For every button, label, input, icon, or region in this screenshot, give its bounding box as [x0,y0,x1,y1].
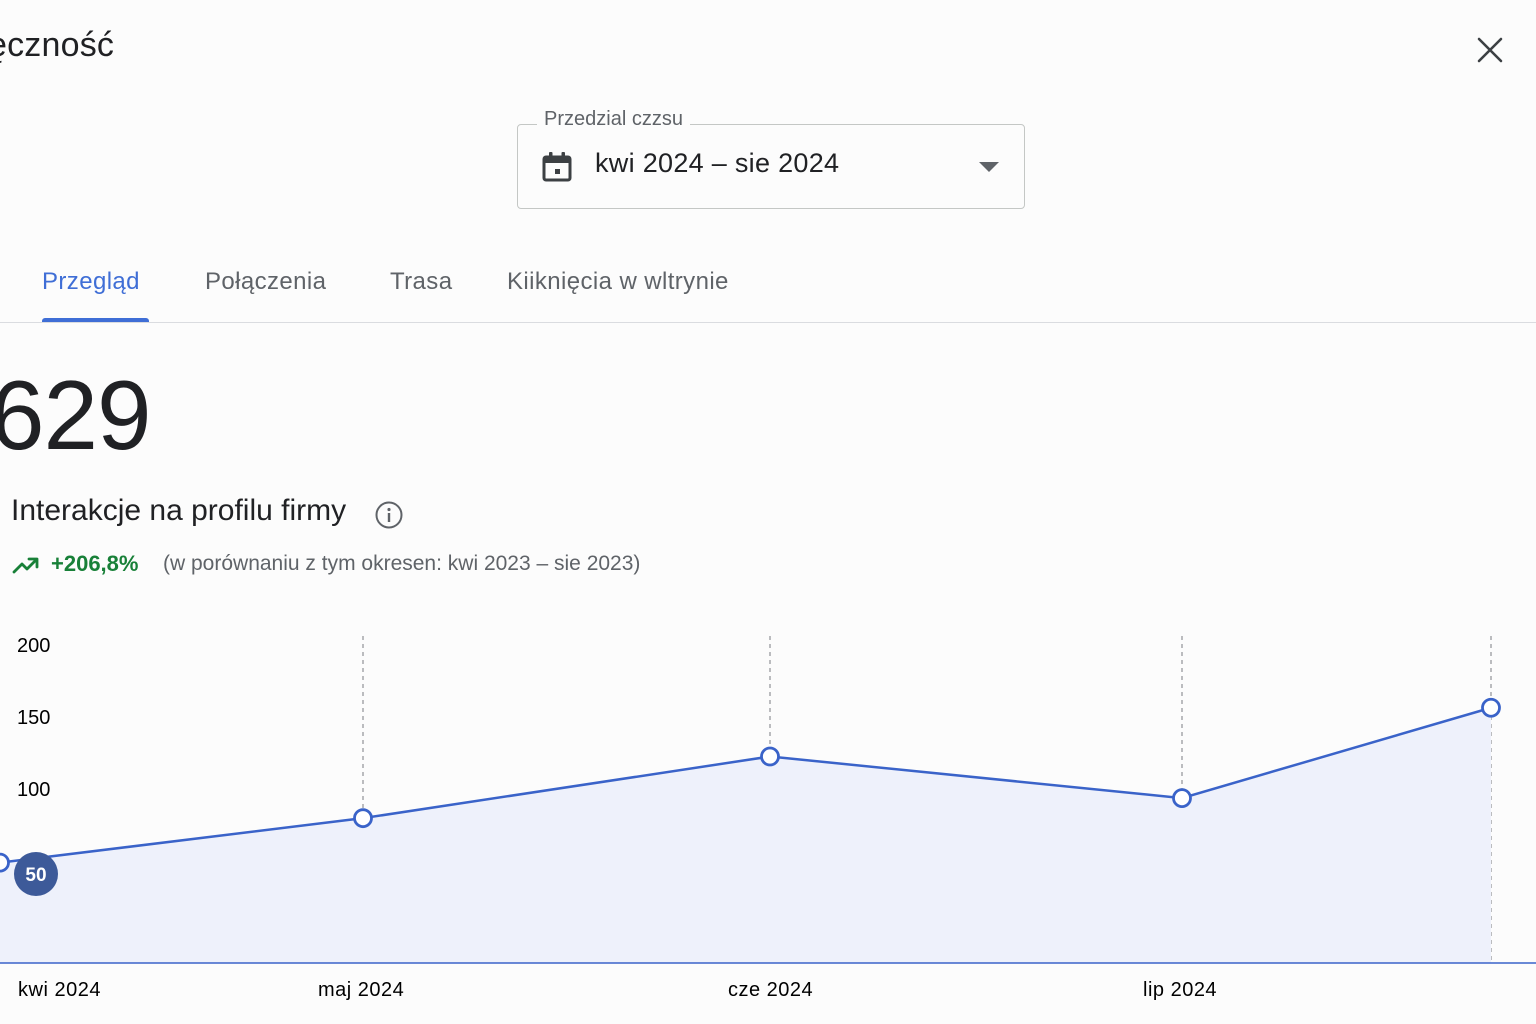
value-badge-label: 50 [25,865,46,886]
chart-point[interactable] [1172,788,1192,808]
x-tick-label: maj 2024 [318,979,404,1001]
tabs-divider [0,322,1536,323]
close-button[interactable] [1468,28,1512,72]
tab-przeglad[interactable]: Przegląd [42,268,140,295]
tab-trasa[interactable]: Trasa [390,268,453,295]
active-tab-indicator [42,318,149,322]
y-tick-label: 150 [17,707,50,729]
date-range-value: kwi 2024 – sie 2024 [595,148,840,178]
trending-up-icon [12,557,39,574]
y-tick-label: 100 [17,779,50,801]
tab-klikniecia[interactable]: Kiiknięcia w wltrynie [507,268,729,295]
x-tick-label: kwi 2024 [18,979,101,1001]
metric-value: 629 [0,360,152,470]
x-tick-label: lip 2024 [1143,979,1217,1001]
calendar-icon [542,152,572,182]
trend-percentage: +206,8% [51,551,139,576]
chart-point[interactable] [353,808,373,829]
chart-point[interactable] [760,746,780,767]
chevron-down-icon[interactable] [977,160,1001,174]
tab-polaczenia[interactable]: Połączenia [205,268,327,295]
chart-point[interactable] [0,852,10,873]
chart-area-fill [0,707,1491,963]
interactions-chart: 200 150 100 kwi 2024 maj 2024 cze 2024 lip 20… [0,635,1536,1001]
chart-point[interactable] [1481,697,1501,718]
x-tick-label: cze 2024 [728,979,813,1001]
dialog-title: ęczność [0,26,115,64]
date-range-label: Przedzial czzsu [537,108,690,131]
info-icon[interactable] [374,500,404,530]
date-range-select[interactable] [517,124,1025,209]
value-badge: 50 [14,852,58,896]
y-tick-label: 200 [17,635,50,657]
close-icon [1477,37,1503,63]
metric-label: Interakcje na profilu firmy [11,494,347,527]
comparison-period: (w porównaniu z tym okresen: kwi 2023 – … [163,552,641,575]
